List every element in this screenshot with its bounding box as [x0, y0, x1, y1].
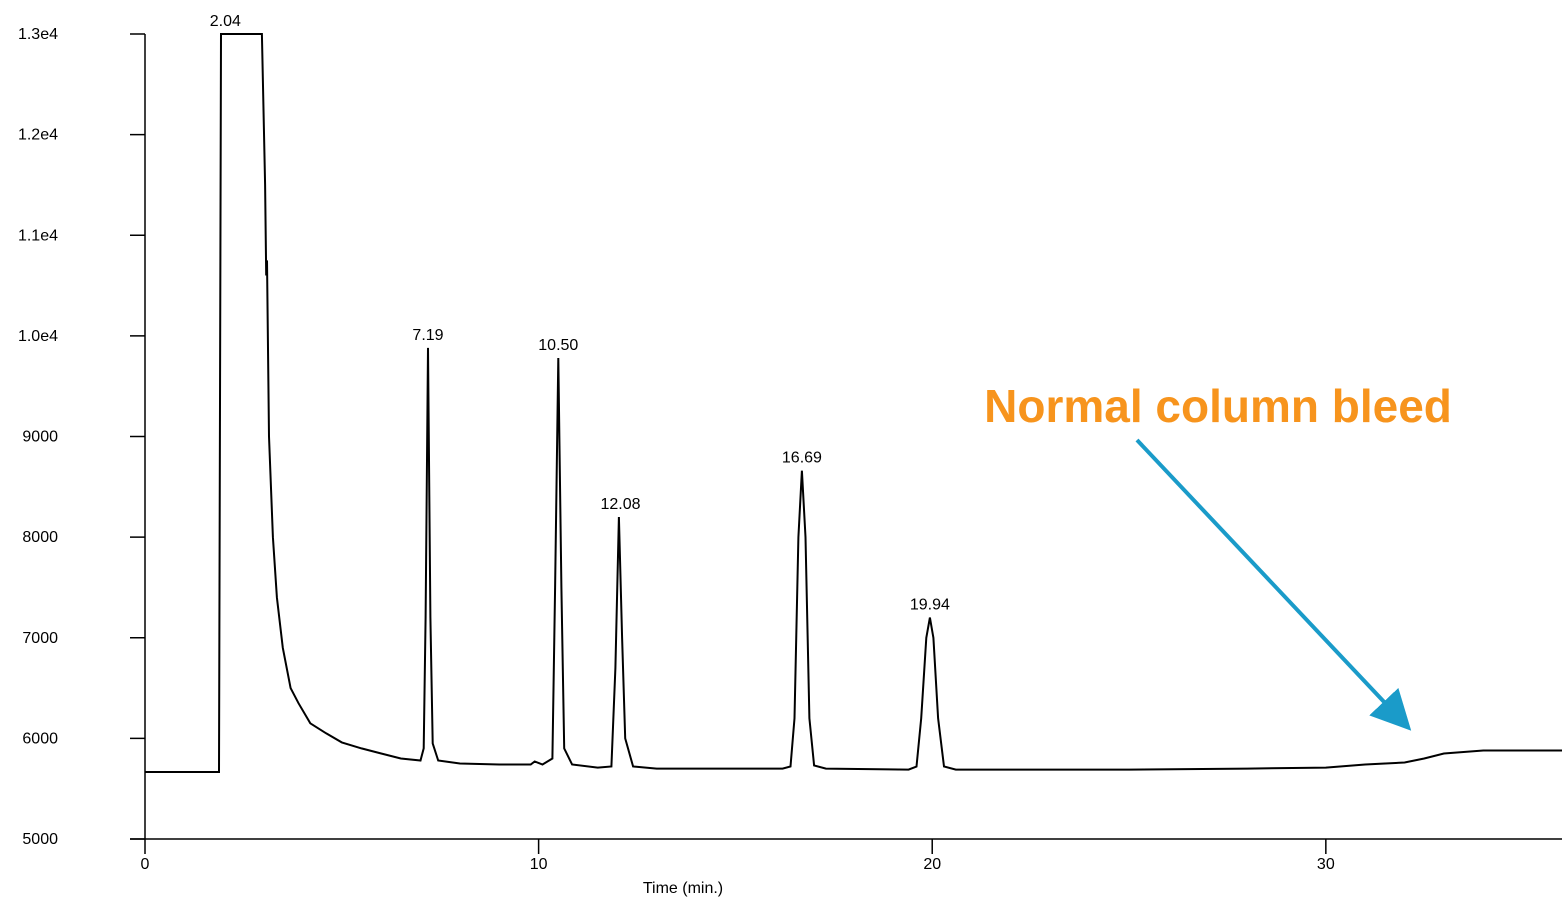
y-tick-label: 7000 — [22, 630, 58, 647]
y-tick-label: 1.2e4 — [18, 127, 58, 144]
y-tick-label: 1.3e4 — [18, 26, 58, 43]
x-tick-label: 10 — [530, 856, 548, 873]
y-tick-label: 6000 — [22, 730, 58, 747]
peak-label: 12.08 — [600, 496, 640, 513]
annotation: Normal column bleed — [984, 380, 1452, 432]
annotation-arrow — [1135, 438, 1412, 731]
y-tick-label: 8000 — [22, 529, 58, 546]
x-tick-label: 0 — [141, 856, 150, 873]
peak-label: 7.19 — [412, 327, 443, 344]
y-tick-label: 1.1e4 — [18, 227, 58, 244]
x-axis-label: Time (min.) — [643, 880, 723, 897]
x-tick-label: 20 — [923, 856, 941, 873]
y-tick-label: 5000 — [22, 831, 58, 848]
y-tick-label: 1.0e4 — [18, 328, 58, 345]
peak-label: 19.94 — [910, 597, 950, 614]
chromatogram-line — [145, 33, 1562, 773]
peak-label: 16.69 — [782, 450, 822, 467]
x-tick-label: 30 — [1317, 856, 1335, 873]
y-tick-label: 9000 — [22, 429, 58, 446]
peak-label: 10.50 — [538, 337, 578, 354]
peak-label: 2.04 — [210, 13, 241, 30]
